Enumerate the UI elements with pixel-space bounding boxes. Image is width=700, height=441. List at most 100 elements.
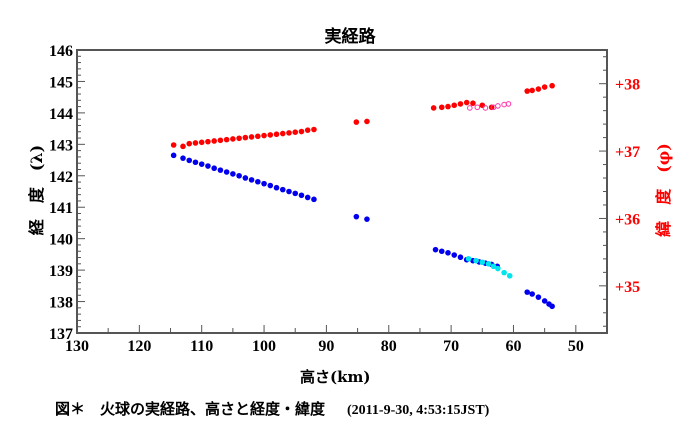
y-left-tick-label: 139 xyxy=(49,263,73,280)
latitude-point xyxy=(311,126,317,133)
latitude-point xyxy=(230,136,236,142)
latitude-point xyxy=(470,100,476,107)
longitude-point xyxy=(549,303,555,310)
longitude-point xyxy=(479,259,486,266)
latitude-point xyxy=(445,103,451,110)
longitude-point xyxy=(242,175,249,181)
longitude-point xyxy=(205,163,211,169)
figure-caption: 図＊ 火球の実経路、高さと経度・緯度 (2011-9-30, 4:53:15JST… xyxy=(55,398,489,419)
longitude-point xyxy=(541,298,548,304)
latitude-point xyxy=(529,87,535,94)
x-tick-label: 120 xyxy=(127,338,151,355)
latitude-point xyxy=(524,88,530,94)
latitude-point xyxy=(217,137,224,144)
longitude-point xyxy=(248,177,255,183)
latitude-point xyxy=(292,129,299,136)
latitude-point xyxy=(242,134,249,141)
longitude-point xyxy=(170,152,177,159)
y-left-tick-label: 138 xyxy=(49,295,73,312)
latitude-point xyxy=(474,104,481,111)
longitude-point xyxy=(286,188,292,195)
longitude-point xyxy=(311,196,317,203)
longitude-point xyxy=(267,182,274,189)
longitude-point xyxy=(298,192,305,199)
latitude-point xyxy=(505,101,512,107)
y-right-tick-label: +38 xyxy=(615,77,640,94)
longitude-point xyxy=(292,190,299,197)
longitude-point xyxy=(432,246,439,253)
longitude-point xyxy=(223,169,230,175)
x-tick-label: 50 xyxy=(568,338,584,355)
longitude-point xyxy=(535,294,542,300)
x-tick-label: 130 xyxy=(65,338,89,355)
latitude-point xyxy=(451,102,458,109)
latitude-point xyxy=(364,118,370,125)
x-tick-label: 70 xyxy=(443,338,459,355)
longitude-point xyxy=(457,254,464,261)
latitude-point xyxy=(261,132,267,139)
latitude-point xyxy=(467,105,473,111)
longitude-point xyxy=(506,272,513,279)
longitude-point xyxy=(473,257,479,264)
latitude-point xyxy=(223,136,230,143)
longitude-point xyxy=(485,261,492,267)
y-axis-left-label: 経 度 (λ) xyxy=(27,144,46,236)
y-right-tick-label: +37 xyxy=(615,144,640,161)
y-right-tick-label: +36 xyxy=(615,211,640,228)
longitude-point xyxy=(304,194,311,201)
x-tick-label: 100 xyxy=(252,338,276,355)
latitude-point xyxy=(186,140,193,147)
x-axis-label: 高さ(km) xyxy=(300,368,371,386)
longitude-point xyxy=(490,263,497,270)
latitude-point xyxy=(279,130,286,137)
longitude-point xyxy=(192,159,199,166)
latitude-point xyxy=(541,84,548,90)
latitude-point xyxy=(267,132,274,138)
latitude-point xyxy=(479,102,486,109)
longitude-point xyxy=(353,213,360,220)
y-left-tick-label: 142 xyxy=(49,169,73,186)
latitude-point xyxy=(286,130,292,136)
x-tick-label: 90 xyxy=(318,338,334,355)
longitude-point xyxy=(217,167,224,173)
latitude-point xyxy=(430,105,437,111)
longitude-point xyxy=(501,269,507,276)
x-tick-label: 60 xyxy=(505,338,521,355)
longitude-point xyxy=(255,178,261,185)
x-tick-label: 110 xyxy=(190,338,213,355)
latitude-point xyxy=(457,101,464,107)
longitude-point xyxy=(273,184,280,191)
chart-title: 実経路 xyxy=(324,27,376,47)
latitude-point xyxy=(180,143,186,150)
longitude-point xyxy=(465,255,472,262)
longitude-point xyxy=(364,216,370,222)
latitude-point xyxy=(273,131,280,138)
latitude-point xyxy=(501,101,507,108)
y-left-tick-label: 140 xyxy=(49,232,73,249)
latitude-point xyxy=(438,104,445,111)
longitude-point xyxy=(451,252,458,258)
latitude-point xyxy=(298,128,305,135)
longitude-point xyxy=(186,157,193,164)
latitude-point xyxy=(549,82,555,89)
latitude-point xyxy=(353,119,360,125)
y-axis-right-label: 緯 度 (φ) xyxy=(654,143,673,237)
longitude-point xyxy=(230,171,236,177)
y-left-tick-label: 145 xyxy=(49,74,73,91)
caption-timestamp: (2011-9-30, 4:53:15JST) xyxy=(347,403,490,418)
caption-text: 図＊ 火球の実経路、高さと経度・緯度 xyxy=(55,400,326,418)
latitude-point xyxy=(236,135,242,142)
y-left-tick-label: 143 xyxy=(49,137,73,154)
longitude-point xyxy=(211,165,217,172)
longitude-point xyxy=(236,172,242,179)
latitude-point xyxy=(248,134,255,140)
latitude-point xyxy=(170,142,177,148)
latitude-point xyxy=(211,138,217,144)
latitude-point xyxy=(535,86,542,92)
latitude-point xyxy=(198,139,205,146)
y-left-tick-label: 144 xyxy=(49,106,73,123)
longitude-point xyxy=(524,289,530,295)
longitude-point xyxy=(261,180,267,187)
x-tick-label: 80 xyxy=(381,338,397,355)
